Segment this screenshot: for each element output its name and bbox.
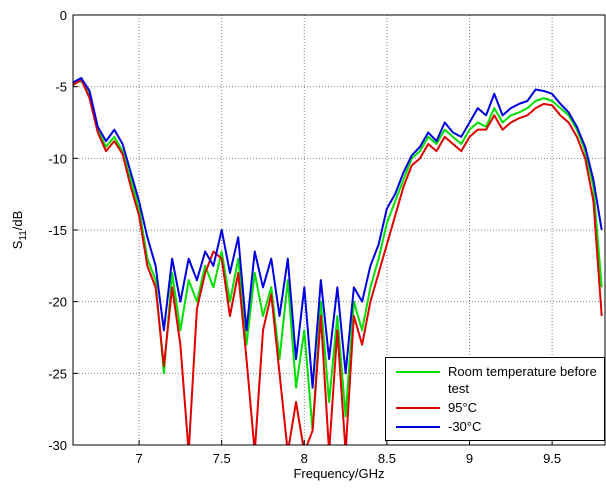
x-axis-label: Frequency/GHz bbox=[293, 466, 384, 481]
x-tick-label: 9.5 bbox=[543, 451, 561, 466]
y-tick-label: -25 bbox=[48, 366, 67, 381]
x-tick-label: 7 bbox=[135, 451, 142, 466]
legend-label: 95°C bbox=[448, 400, 478, 415]
legend: Room temperature before test 95°C -30°C bbox=[385, 357, 605, 441]
legend-item: Room temperature before test bbox=[386, 362, 604, 398]
y-label-unit: /dB bbox=[10, 211, 25, 231]
series-line bbox=[73, 78, 603, 445]
legend-item: 95°C bbox=[386, 398, 604, 417]
series-line bbox=[73, 77, 603, 389]
legend-swatch bbox=[396, 426, 440, 428]
x-tick-label: 8.5 bbox=[378, 451, 396, 466]
x-tick-label: 9 bbox=[466, 451, 473, 466]
y-tick-label: -15 bbox=[48, 223, 67, 238]
y-tick-label: -30 bbox=[48, 438, 67, 453]
y-tick-label: -10 bbox=[48, 151, 67, 166]
y-label-main: S bbox=[10, 240, 25, 249]
y-label-sub: 11 bbox=[18, 230, 29, 241]
legend-swatch bbox=[396, 407, 440, 409]
x-tick-label: 8 bbox=[301, 451, 308, 466]
legend-label: -30°C bbox=[448, 419, 482, 434]
y-tick-label: -5 bbox=[55, 80, 67, 95]
x-tick-label: 7.5 bbox=[213, 451, 231, 466]
legend-item: -30°C bbox=[386, 417, 604, 436]
lines bbox=[73, 77, 603, 445]
legend-label: Room temperature before test bbox=[448, 364, 597, 396]
y-tick-label: -20 bbox=[48, 295, 67, 310]
legend-swatch bbox=[396, 371, 440, 373]
y-axis-label: S11/dB bbox=[10, 211, 29, 250]
y-tick-label: 0 bbox=[60, 8, 67, 23]
